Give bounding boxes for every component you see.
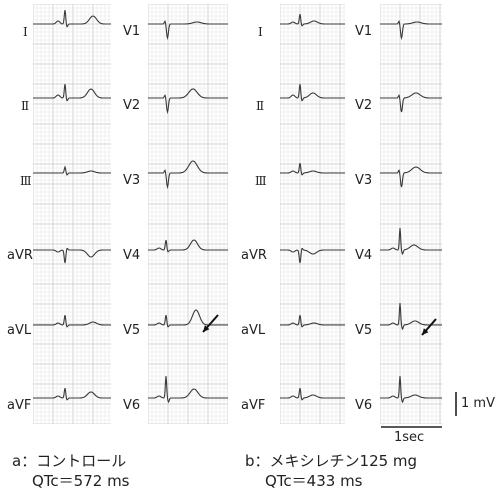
ecg-trace-b-limb-4 [280, 314, 345, 328]
ecg-trace-b-limb-1 [280, 84, 345, 102]
arrow-a-v5-head [203, 325, 210, 332]
caption-a-title: a：コントロール [12, 452, 127, 470]
lead-label-b-aVL: aVL [241, 323, 266, 338]
ecg-trace-b-limb-2 [280, 162, 345, 176]
ecg-trace-b-chest-5 [380, 375, 442, 404]
lead-label-a-V4: V4 [123, 248, 141, 263]
ecg-trace-a-chest-3 [148, 239, 228, 253]
ecg-trace-a-limb-1 [33, 84, 111, 102]
lead-label-b-V2: V2 [355, 98, 373, 113]
lead-label-a-II: Ⅱ [21, 99, 30, 113]
lead-label-a-V2: V2 [123, 98, 141, 113]
ecg-trace-a-limb-4 [33, 314, 111, 328]
ecg-trace-a-chest-4 [148, 309, 228, 328]
ecg-trace-a-chest-2 [148, 160, 228, 190]
ecg-trace-b-limb-5 [280, 387, 345, 401]
ecg-trace-b-limb-0 [280, 13, 345, 27]
lead-label-a-I: Ⅰ [23, 25, 28, 39]
caption-b-qtc: QTc＝433 ms [265, 472, 363, 490]
ecg-trace-a-limb-0 [33, 10, 111, 28]
ecg-strip-b-chest [380, 4, 442, 424]
lead-label-b-II: Ⅱ [256, 99, 265, 113]
lead-label-b-I: Ⅰ [258, 25, 263, 39]
ecg-strip-a-limb [33, 4, 111, 424]
lead-label-a-V1: V1 [123, 24, 141, 39]
lead-label-a-V6: V6 [123, 398, 141, 413]
caption-a-qtc: QTc＝572 ms [32, 472, 130, 490]
lead-label-b-aVR: aVR [241, 248, 267, 263]
ecg-trace-a-limb-3 [33, 247, 111, 264]
time-scale-label: 1sec [394, 430, 425, 445]
lead-label-a-III: Ⅲ [20, 174, 32, 188]
lead-label-b-aVF: aVF [241, 398, 266, 413]
voltage-scale-label: 1 mV [461, 396, 495, 411]
ecg-trace-b-chest-2 [380, 166, 442, 188]
ecg-trace-b-chest-1 [380, 92, 442, 113]
ecg-trace-a-chest-0 [148, 20, 228, 41]
caption-b-title: b：メキシレチン125 mg [245, 452, 418, 470]
ecg-trace-a-chest-1 [148, 88, 228, 115]
lead-label-b-V3: V3 [355, 173, 373, 188]
lead-label-a-aVF: aVF [7, 398, 32, 413]
lead-label-a-V3: V3 [123, 173, 141, 188]
ecg-trace-b-limb-3 [280, 247, 345, 264]
arrow-b-v5-head [422, 328, 429, 335]
lead-label-a-aVL: aVL [7, 323, 32, 338]
lead-label-b-V6: V6 [355, 398, 373, 413]
ecg-strip-b-limb [280, 4, 345, 424]
lead-label-a-V5: V5 [123, 323, 141, 338]
ecg-trace-a-chest-5 [148, 375, 228, 404]
ecg-trace-b-chest-3 [380, 227, 442, 256]
ecg-trace-b-chest-0 [380, 20, 442, 41]
lead-label-b-V5: V5 [355, 323, 373, 338]
lead-label-a-aVR: aVR [7, 248, 33, 263]
lead-label-b-V4: V4 [355, 248, 373, 263]
ecg-trace-a-limb-2 [33, 165, 111, 176]
ecg-trace-a-limb-5 [33, 387, 111, 401]
lead-label-b-V1: V1 [355, 24, 373, 39]
lead-label-b-III: Ⅲ [255, 174, 267, 188]
ecg-strip-a-chest [148, 4, 228, 424]
